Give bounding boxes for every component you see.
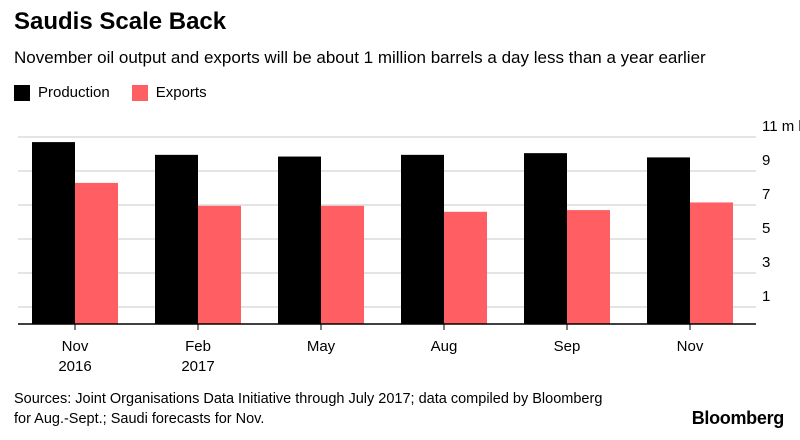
bar-exports [198,205,241,324]
x-tick-label-year: 2017 [181,358,214,375]
bar-production [524,153,567,324]
y-tick-label: 11 m b/d [762,118,800,135]
legend-label-exports: Exports [155,84,207,101]
legend-label-production: Production [38,84,110,101]
x-tick-label: Nov [677,338,704,355]
bar-production [647,157,690,324]
x-tick-label: Nov [62,338,89,355]
y-tick-label: 5 [762,220,770,237]
bar-exports [75,182,118,324]
bar-exports [444,211,487,324]
chart-subtitle: November oil output and exports will be … [14,48,706,67]
legend-item-exports: Exports [131,84,207,101]
bar-production [401,154,444,324]
legend-item-production: Production [14,84,110,101]
x-tick-label: Sep [554,338,581,355]
x-tick-label: Aug [431,338,458,355]
chart-title: Saudis Scale Back [14,8,227,35]
bar-production [32,142,75,324]
bar-exports [567,210,610,324]
x-tick-label-year: 2016 [58,358,91,375]
source-note: Sources: Joint Organisations Data Initia… [14,389,674,429]
bar-exports [321,205,364,324]
y-tick-label: 1 [762,288,770,305]
legend: Production Exports [14,84,229,101]
legend-swatch-production [14,84,30,101]
bar-production [278,156,321,324]
y-tick-label: 9 [762,152,770,169]
legend-swatch-exports [131,84,148,101]
source-line-1: Sources: Joint Organisations Data Initia… [14,391,603,407]
bar-production [155,154,198,324]
x-tick-label: May [307,338,336,355]
bar-exports [690,202,733,324]
y-tick-label: 7 [762,186,770,203]
x-tick-label: Feb [185,338,211,355]
source-line-2: for Aug.-Sept.; Saudi forecasts for Nov. [14,411,265,427]
bloomberg-logo: Bloomberg [691,408,785,428]
y-tick-label: 3 [762,254,770,271]
